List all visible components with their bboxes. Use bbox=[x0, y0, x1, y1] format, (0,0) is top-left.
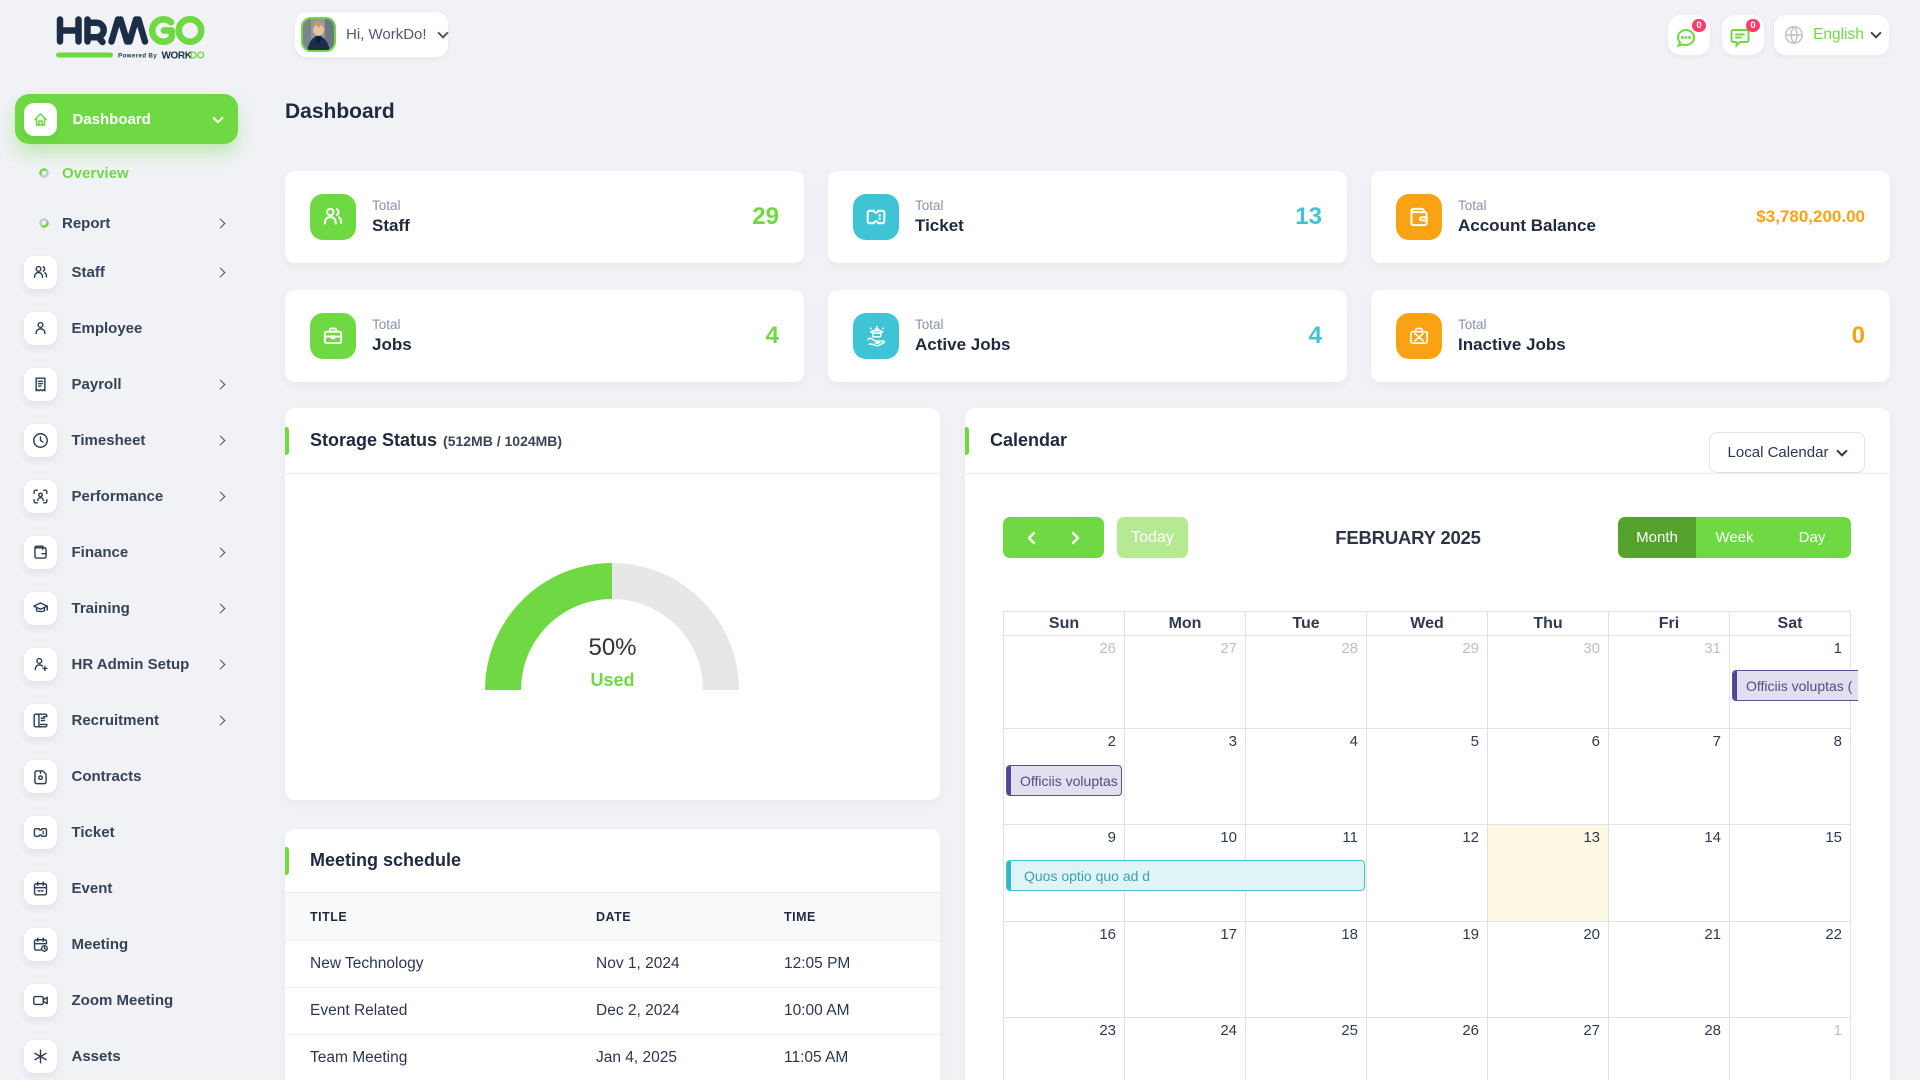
svg-text:DO: DO bbox=[190, 51, 205, 60]
svg-text:Powered By: Powered By bbox=[118, 53, 157, 60]
svg-text:WORK: WORK bbox=[162, 51, 193, 60]
